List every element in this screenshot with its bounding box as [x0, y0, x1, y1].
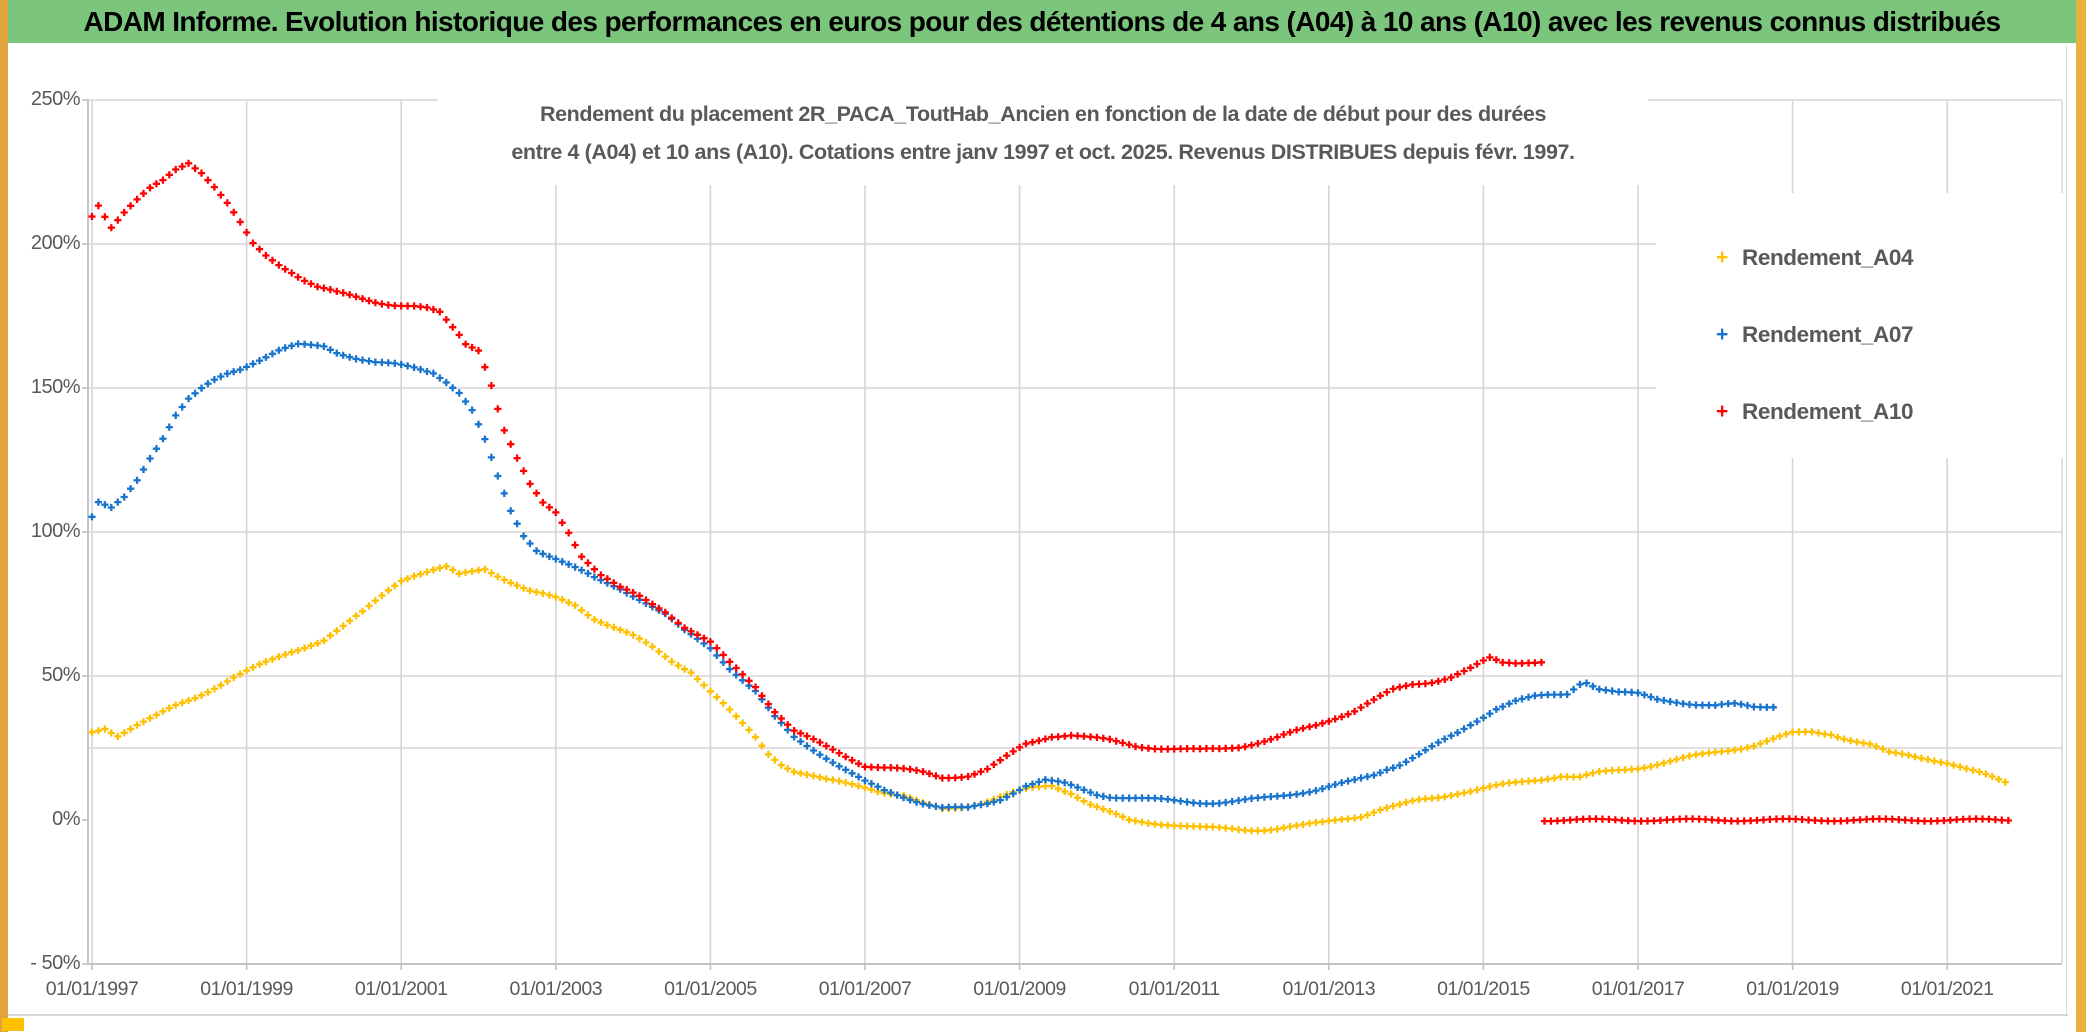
- legend-label: Rendement_A07: [1742, 322, 1914, 347]
- x-axis-tick-label: 01/01/2015: [1437, 978, 1530, 1000]
- x-axis-tick-label: 01/01/2009: [973, 978, 1066, 1000]
- legend-item-rendement-a04[interactable]: + Rendement_A04: [1716, 245, 1914, 271]
- page-right-border: [2076, 0, 2086, 1032]
- plus-marker-icon: +: [1716, 400, 1729, 423]
- chart-subtitle-line2: entre 4 (A04) et 10 ans (A10). Cotations…: [511, 140, 1575, 164]
- chart-object-right-edge: [2066, 46, 2067, 1016]
- chart-object-bottom-edge: [8, 1014, 2068, 1016]
- chart-subtitle: Rendement du placement 2R_PACA_ToutHab_A…: [438, 95, 1648, 185]
- y-axis-tick-label: 150%: [30, 376, 81, 398]
- y-axis-tick-label: 200%: [30, 232, 81, 254]
- series-Rendement_A04: [88, 562, 2009, 835]
- x-axis-tick-label: 01/01/2007: [818, 978, 912, 1000]
- chart-area: Rendement du placement 2R_PACA_ToutHab_A…: [8, 43, 2070, 1016]
- x-axis-tick-label: 01/01/2019: [1746, 978, 1839, 1000]
- series-Rendement_A10: [88, 159, 2012, 825]
- report-title-bar: ADAM Informe. Evolution historique des p…: [8, 0, 2076, 43]
- y-axis-tick-label: 0%: [52, 808, 80, 830]
- page-left-border: [0, 0, 8, 1032]
- y-axis-tick-label: - 50%: [30, 952, 80, 974]
- y-axis-tick-label: 250%: [30, 88, 81, 110]
- legend-label: Rendement_A04: [1742, 245, 1914, 270]
- legend-item-rendement-a07[interactable]: + Rendement_A07: [1716, 322, 1914, 348]
- plus-marker-icon: +: [1716, 323, 1729, 346]
- plot: [82, 99, 2063, 970]
- x-axis-tick-label: 01/01/2021: [1900, 978, 1994, 1000]
- legend-item-rendement-a10[interactable]: + Rendement_A10: [1716, 399, 1914, 425]
- series-Rendement_A07: [88, 340, 1777, 812]
- chart-legend: + Rendement_A04 + Rendement_A07 + Rendem…: [1656, 193, 2070, 458]
- x-axis-tick-label: 01/01/2001: [354, 978, 448, 1000]
- spreadsheet-cell-highlight: [2, 1018, 24, 1031]
- x-axis-tick-label: 01/01/2003: [509, 978, 603, 1000]
- legend-label: Rendement_A10: [1742, 399, 1914, 424]
- chart-subtitle-line1: Rendement du placement 2R_PACA_ToutHab_A…: [539, 102, 1547, 126]
- x-axis-tick-label: 01/01/2017: [1591, 978, 1685, 1000]
- y-axis-tick-label: 50%: [41, 664, 80, 686]
- x-axis-tick-label: 01/01/2005: [664, 978, 757, 1000]
- report-title: ADAM Informe. Evolution historique des p…: [83, 5, 2001, 37]
- x-axis-tick-label: 01/01/2011: [1128, 978, 1221, 1000]
- x-axis-tick-label: 01/01/2013: [1282, 978, 1376, 1000]
- x-axis-tick-label: 01/01/1997: [45, 978, 139, 1000]
- y-axis-tick-label: 100%: [30, 520, 81, 542]
- x-axis-tick-label: 01/01/1999: [200, 978, 293, 1000]
- plus-marker-icon: +: [1716, 246, 1729, 269]
